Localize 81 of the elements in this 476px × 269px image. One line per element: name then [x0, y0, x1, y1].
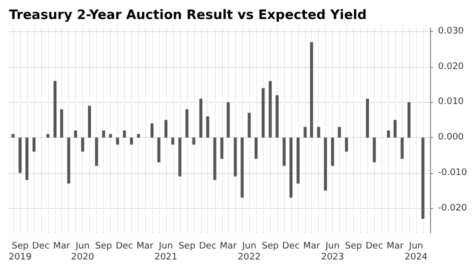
bar: [81, 138, 84, 152]
y-tick-label: 0.020: [438, 62, 464, 72]
bar: [254, 138, 258, 159]
bar: [74, 130, 78, 138]
x-tick-label: Jun 2020: [71, 242, 94, 262]
bar: [102, 130, 106, 138]
x-tick-label: Mar: [220, 242, 238, 252]
bar: [304, 126, 307, 138]
bar: [67, 138, 70, 184]
y-tick-label: -0.010: [438, 168, 468, 178]
bar: [276, 95, 279, 138]
bar: [331, 138, 334, 166]
x-tick-label: Jun 2024: [404, 242, 428, 262]
bar: [95, 138, 98, 166]
bar: [206, 116, 210, 138]
x-tick-label: Jun 2021: [154, 242, 178, 262]
x-tick-label: Jun 2023: [321, 242, 344, 262]
bar: [88, 106, 91, 138]
bar: [108, 134, 112, 138]
bar: [408, 102, 411, 138]
bar: [394, 120, 397, 138]
bar: [317, 126, 320, 138]
x-tick-label: Sep: [262, 242, 280, 252]
bar: [137, 134, 140, 138]
bar: [226, 102, 230, 138]
bar: [240, 138, 244, 198]
bar: [220, 138, 224, 159]
x-tick-label: Sep: [345, 242, 362, 252]
bar: [310, 42, 314, 138]
x-tick-label: Mar: [136, 242, 154, 252]
x-tick-label: Sep 2019: [8, 242, 32, 262]
bar: [12, 134, 15, 138]
bar: [400, 138, 404, 159]
x-tick-label: Dec: [116, 242, 134, 252]
y-tick-label: -0.020: [438, 203, 468, 214]
bar: [116, 138, 120, 145]
bar: [164, 120, 168, 138]
bar: [54, 81, 57, 138]
bar: [366, 98, 369, 138]
bar: [150, 123, 154, 138]
x-tick-label: Dec: [282, 242, 300, 252]
bar: [213, 138, 216, 180]
x-tick-label: Mar: [53, 242, 70, 252]
bar: [157, 138, 160, 162]
bar: [234, 138, 237, 176]
bar: [338, 126, 341, 138]
bar: [60, 109, 64, 138]
bar: [32, 138, 36, 152]
x-tick-label: Jun 2022: [238, 242, 261, 262]
bar: [290, 138, 293, 198]
bar: [421, 138, 424, 219]
bar: [178, 138, 182, 176]
chart-title: Treasury 2-Year Auction Result vs Expected Yield: [9, 8, 367, 23]
x-tick-label: Dec: [198, 242, 216, 252]
bar: [324, 138, 327, 191]
bar: [130, 138, 133, 145]
bar: [282, 138, 286, 166]
bar: [344, 138, 348, 152]
bar: [171, 138, 174, 145]
bar: [185, 109, 188, 138]
bar: [262, 88, 265, 138]
bar: [296, 138, 300, 184]
bar: [268, 81, 272, 138]
x-tick-label: Sep: [178, 242, 196, 252]
bar: [46, 134, 50, 138]
y-tick-label: 0.010: [438, 97, 464, 108]
x-tick-label: Mar: [303, 242, 320, 252]
bar: [192, 138, 196, 145]
bar: [386, 130, 390, 138]
x-tick-label: Dec: [32, 242, 50, 252]
bar: [18, 138, 22, 173]
y-tick-label: 0.030: [438, 26, 464, 37]
bar: [122, 130, 126, 138]
x-tick-label: Sep: [95, 242, 112, 252]
bar: [372, 138, 376, 162]
bar: [248, 112, 251, 138]
bar: [25, 138, 28, 180]
x-tick-label: Mar: [386, 242, 404, 252]
y-tick-label: 0.000: [438, 132, 464, 143]
x-tick-label: Dec: [366, 242, 384, 252]
bar: [199, 98, 202, 138]
